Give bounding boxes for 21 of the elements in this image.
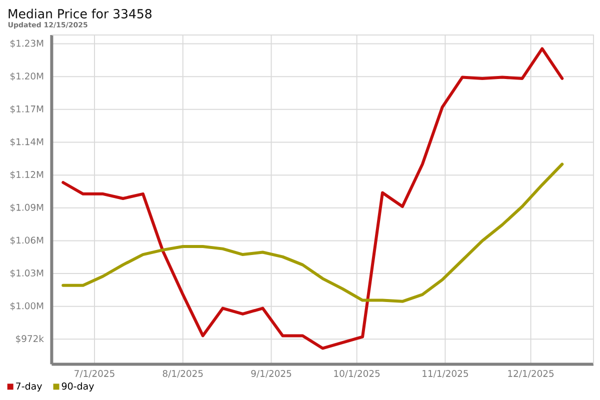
y-tick-label: $1.14M — [10, 138, 44, 146]
x-tick-label: 9/1/2025 — [251, 370, 292, 378]
x-tick-label: 10/1/2025 — [334, 370, 380, 378]
x-tick-label: 8/1/2025 — [162, 370, 203, 378]
y-tick-label: $972k — [16, 334, 44, 344]
x-tick-label: 11/1/2025 — [422, 370, 468, 378]
legend-label: 7-day — [16, 382, 42, 392]
y-tick-label: $1.06M — [10, 236, 44, 245]
line-series — [62, 162, 564, 303]
line-series — [62, 47, 564, 350]
y-tick-label: $1.17M — [10, 105, 44, 114]
y-tick-label: $1.12M — [10, 170, 44, 180]
y-tick-label: $1.23M — [10, 40, 44, 48]
y-tick-label: $1.03M — [10, 269, 44, 278]
legend-label: 90-day — [62, 382, 94, 392]
y-tick-label: $1.20M — [10, 72, 44, 81]
y-tick-label: $1.00M — [10, 302, 44, 311]
chart-title: Median Price for 33458 — [8, 8, 152, 18]
y-tick-label: $1.09M — [10, 204, 44, 212]
x-tick-label: 7/1/2025 — [74, 370, 114, 378]
x-tick-label: 12/1/2025 — [508, 370, 554, 378]
